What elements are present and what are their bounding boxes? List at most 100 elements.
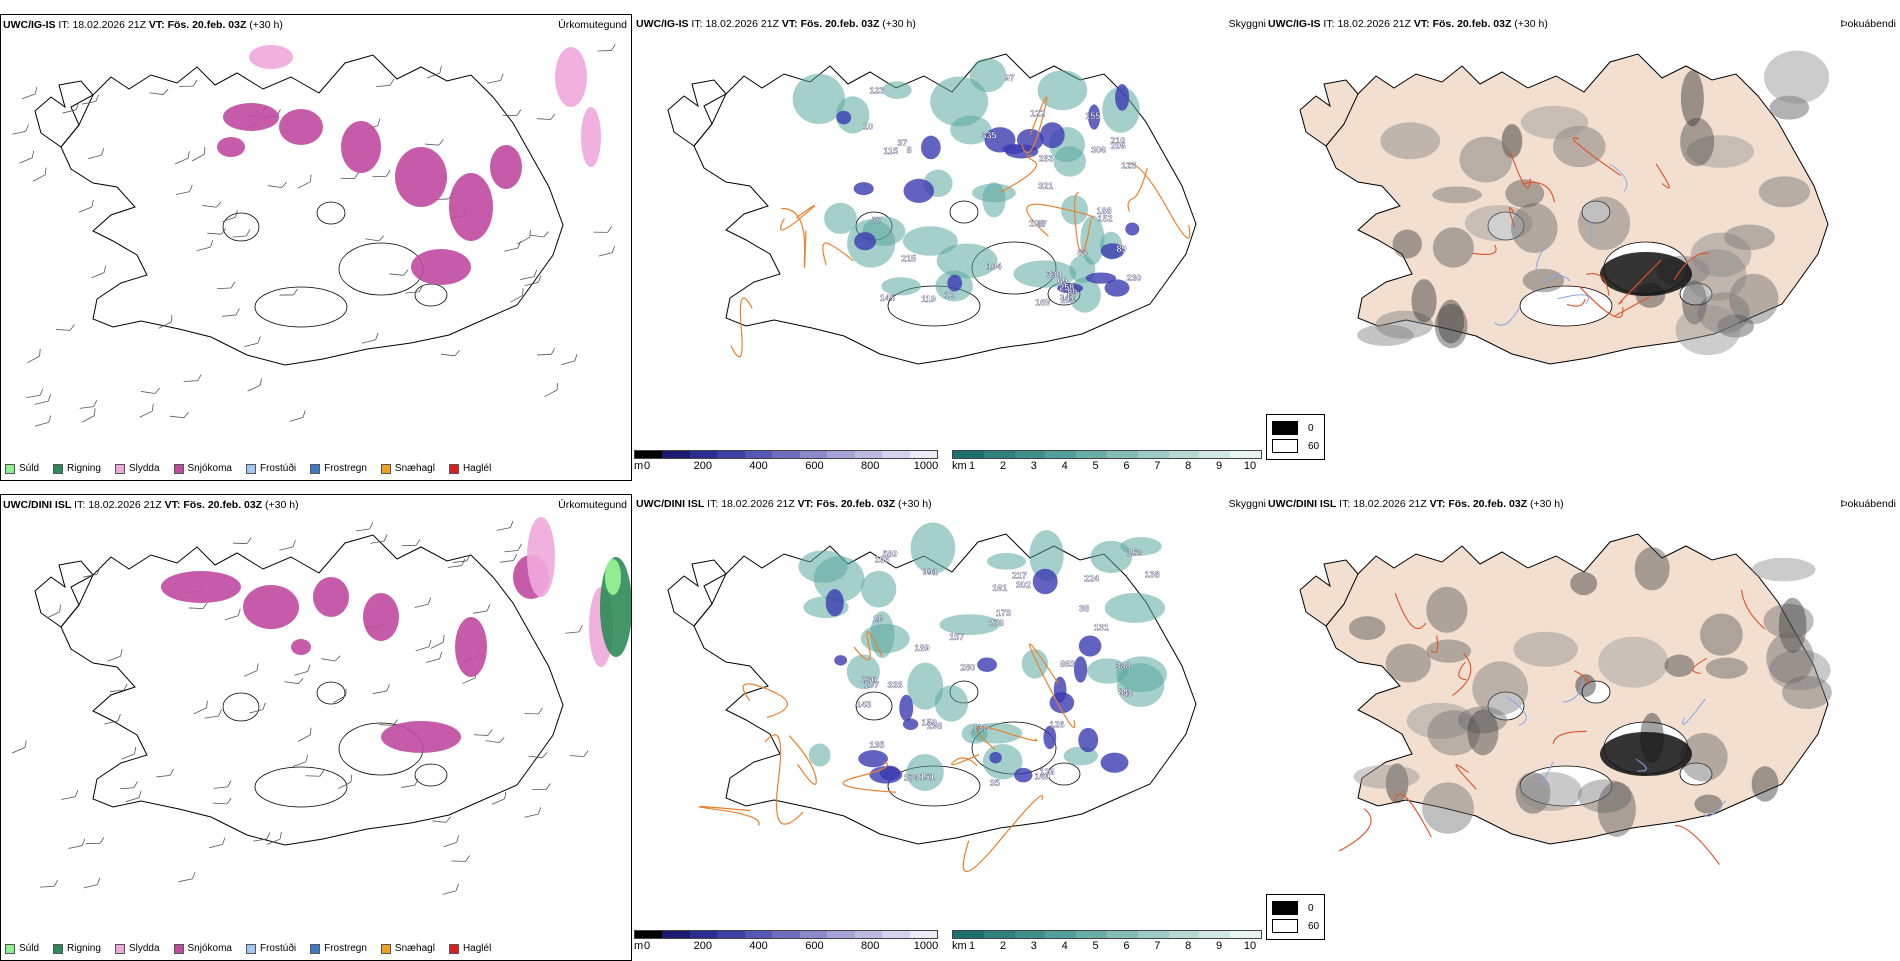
wind-barb bbox=[523, 807, 542, 817]
wind-barb bbox=[137, 404, 156, 417]
ceiling-label: 166 bbox=[875, 554, 890, 564]
fog-index-area bbox=[1380, 122, 1440, 159]
glacier-outline bbox=[223, 213, 259, 241]
wind-barb bbox=[89, 265, 108, 277]
westfjords-coastline bbox=[35, 561, 93, 627]
sleet-area bbox=[555, 47, 587, 107]
wind-barb bbox=[105, 649, 124, 661]
road-line bbox=[1339, 809, 1371, 851]
legend-item-freezing-rain: Frostregn bbox=[310, 463, 367, 474]
colorbar-step bbox=[1045, 931, 1076, 938]
fog-index-area bbox=[1432, 186, 1482, 203]
wind-barb bbox=[213, 781, 232, 789]
wind-barb bbox=[86, 148, 105, 159]
wind-barb bbox=[507, 288, 526, 302]
glacier-outline bbox=[339, 243, 423, 295]
ceiling-label: 119 bbox=[921, 294, 936, 304]
sleet-area bbox=[527, 517, 555, 597]
wind-barb bbox=[414, 640, 433, 651]
colorbar-strip bbox=[952, 930, 1262, 939]
fog-swatch-dark bbox=[1272, 901, 1298, 915]
low-ceiling-area bbox=[1040, 122, 1065, 148]
fog-index-area bbox=[1680, 118, 1714, 166]
westfjords-coastline bbox=[35, 81, 93, 147]
wind-barb bbox=[221, 309, 240, 317]
fog-index-area bbox=[1766, 632, 1813, 683]
wind-barb bbox=[376, 79, 394, 87]
colorbar-tick: 4 bbox=[1062, 940, 1068, 952]
wind-barb bbox=[330, 689, 349, 703]
ceiling-label: 188 bbox=[1097, 206, 1112, 216]
ceiling-label: 863 bbox=[1060, 659, 1075, 669]
colorbar-tick: 600 bbox=[805, 940, 823, 952]
colorbar-tick: 0 bbox=[644, 460, 650, 472]
fog-swatch-light bbox=[1272, 439, 1298, 453]
low-ceiling-area bbox=[921, 136, 941, 160]
fog-legend-item: 60 bbox=[1272, 437, 1319, 455]
param-title: Úrkomutegund bbox=[558, 499, 627, 511]
wind-barb bbox=[570, 750, 588, 757]
wind-barb bbox=[597, 246, 616, 256]
fog-legend: 0 60 bbox=[1266, 894, 1325, 940]
fog-index-area bbox=[1752, 558, 1816, 582]
wind-barb bbox=[119, 747, 138, 759]
fog-panel-top: UWC/IG-IS IT: 18.02.2026 21Z VT: Fös. 20… bbox=[1266, 14, 1898, 481]
colorbar-step bbox=[745, 451, 772, 458]
colorbar-tick: 400 bbox=[749, 940, 767, 952]
wind-barb bbox=[524, 708, 542, 714]
fog-index-area bbox=[1681, 70, 1704, 126]
wind-barb bbox=[486, 74, 505, 84]
wind-barb bbox=[82, 568, 101, 577]
snow-area bbox=[455, 617, 487, 677]
ceiling-label: 107 bbox=[864, 680, 879, 690]
low-ceiling-area bbox=[899, 695, 913, 721]
road-line bbox=[731, 298, 752, 357]
wind-barb bbox=[537, 113, 555, 120]
wind-barb bbox=[44, 605, 63, 618]
wind-barb bbox=[217, 282, 235, 289]
ceiling-label: 131 bbox=[1094, 622, 1109, 632]
wind-barb bbox=[175, 185, 194, 195]
road-line bbox=[699, 807, 759, 826]
wind-barb bbox=[40, 880, 58, 887]
ceiling-label: 155 bbox=[1085, 111, 1100, 121]
low-ceiling-area bbox=[1079, 635, 1102, 656]
wind-barb bbox=[542, 383, 561, 397]
legend-swatch bbox=[310, 944, 320, 954]
sleet-area bbox=[249, 45, 293, 69]
legend-swatch bbox=[381, 464, 391, 474]
wind-barb bbox=[560, 354, 579, 365]
colorbar-tick: 800 bbox=[861, 940, 879, 952]
panel-header: UWC/DINI ISL IT: 18.02.2026 21Z VT: Fös.… bbox=[3, 499, 299, 511]
legend-item-snow-pellets: Snæhagl bbox=[381, 943, 435, 954]
wind-barb bbox=[191, 701, 210, 714]
legend-item-hail: Haglél bbox=[449, 943, 491, 954]
wind-barb bbox=[474, 729, 492, 736]
wind-barb bbox=[30, 168, 49, 182]
colorbar-tick: 5 bbox=[1092, 460, 1098, 472]
fog-index-area bbox=[1511, 203, 1558, 253]
ceiling-label: 97 bbox=[1005, 73, 1015, 83]
snow-area bbox=[363, 593, 399, 641]
panel-header: UWC/IG-IS IT: 18.02.2026 21Z VT: Fös. 20… bbox=[636, 18, 916, 30]
colorbar-step bbox=[662, 931, 689, 938]
glacier-outline bbox=[317, 682, 345, 704]
glacier-outline bbox=[255, 287, 347, 327]
westfjords-coastline bbox=[668, 560, 726, 626]
legend-swatch bbox=[381, 944, 391, 954]
colorbar-step bbox=[1138, 931, 1169, 938]
ceiling-label: 215 bbox=[901, 253, 916, 263]
legend-item-snow-pellets: Snæhagl bbox=[381, 463, 435, 474]
ceiling-label: 143 bbox=[856, 700, 871, 710]
ceiling-label: 130 bbox=[973, 723, 988, 733]
low-ceiling-area bbox=[989, 752, 1002, 764]
panel-header: UWC/IG-IS IT: 18.02.2026 21Z VT: Fös. 20… bbox=[3, 19, 283, 31]
low-visibility-area bbox=[861, 624, 910, 653]
wind-barb bbox=[243, 336, 262, 346]
fog-index-area bbox=[1764, 51, 1829, 104]
wind-barb bbox=[295, 728, 314, 742]
wind-barb bbox=[79, 408, 98, 422]
wind-barb bbox=[10, 740, 29, 753]
fog-index-area bbox=[1570, 572, 1597, 595]
colorbar-tick: 6 bbox=[1123, 940, 1129, 952]
